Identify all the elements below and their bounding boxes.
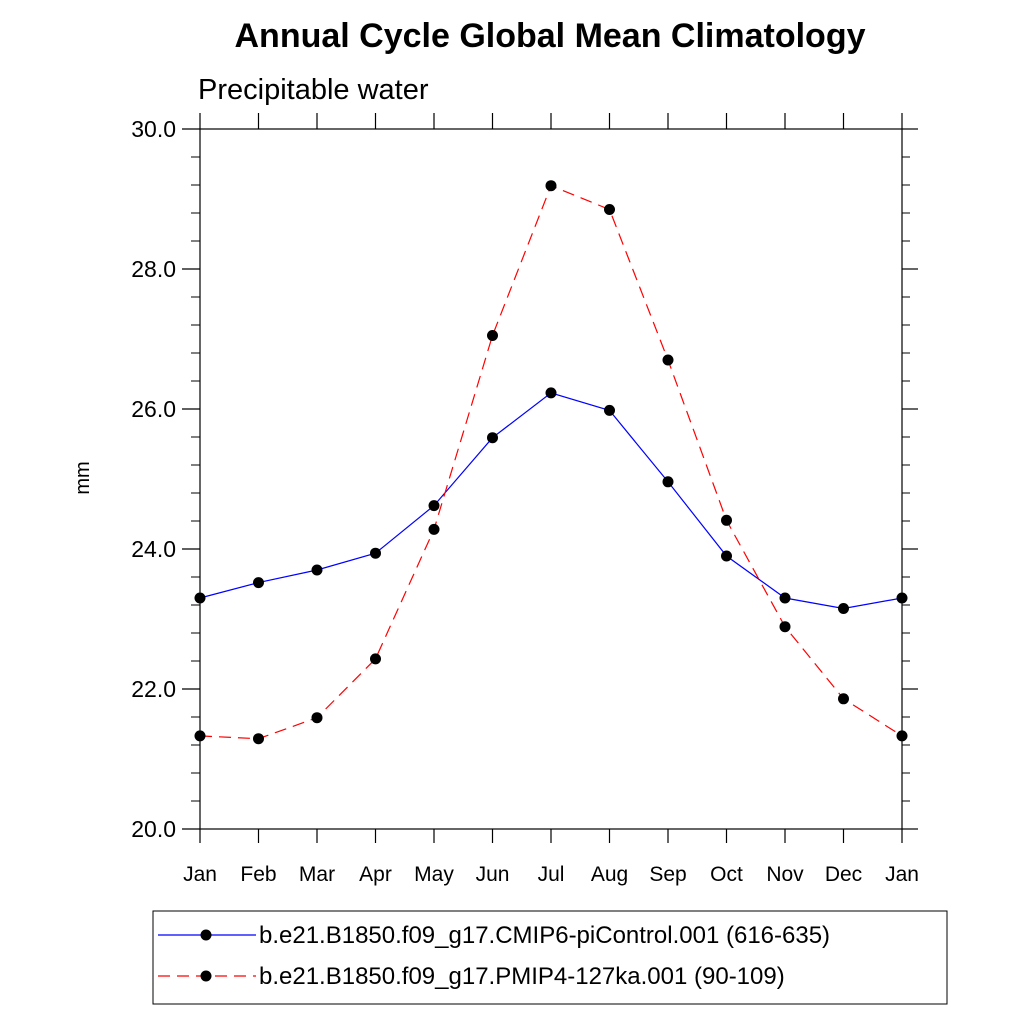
- series-1-point: [721, 550, 732, 562]
- x-tick-label: Jul: [538, 863, 565, 886]
- series-2-point: [838, 693, 849, 705]
- x-tick-label: Jun: [476, 863, 510, 886]
- legend-marker-1: [200, 929, 212, 941]
- series-2-point: [896, 730, 908, 742]
- series-1-point: [838, 603, 849, 614]
- chart-title: Annual Cycle Global Mean Climatology: [235, 17, 866, 55]
- y-axis-label: mm: [72, 461, 94, 494]
- legend: b.e21.B1850.f09_g17.CMIP6-piControl.001 …: [158, 922, 830, 990]
- series-1-point: [370, 547, 381, 559]
- series-1-point: [428, 500, 440, 512]
- y-axis-ticks: 20.0 22.0 24.0 26.0 28.0 30.0: [131, 116, 918, 842]
- series-1-point: [662, 476, 674, 488]
- series-2-point: [370, 653, 381, 665]
- series-2-point: [545, 180, 557, 192]
- legend-box: [152, 910, 948, 1005]
- series-1-point: [779, 592, 791, 604]
- x-tick-label: Feb: [240, 863, 276, 886]
- series-2-point: [604, 204, 615, 215]
- x-tick-label: Sep: [649, 863, 686, 886]
- series-line-1: [199, 392, 903, 610]
- series-1-point: [545, 387, 557, 399]
- x-axis-ticks: Jan Feb Mar Apr May Jun Jul Aug Sep Oct Nov Dec Jan: [183, 113, 919, 886]
- x-tick-label: Mar: [299, 863, 335, 886]
- legend-label-1: b.e21.B1850.f09_g17.CMIP6-piControl.001 …: [259, 922, 830, 949]
- x-tick-label: Apr: [359, 863, 392, 886]
- x-tick-label: Jan: [885, 863, 919, 886]
- series-line-2: [199, 184, 903, 740]
- series-1-point: [604, 404, 615, 416]
- x-tick-label: Dec: [825, 863, 862, 886]
- y-tick-label: 24.0: [131, 536, 176, 562]
- x-tick-label: Nov: [766, 863, 804, 886]
- legend-label-2: b.e21.B1850.f09_g17.PMIP4-127ka.001 (90-…: [259, 963, 785, 990]
- series-2-point: [721, 514, 732, 526]
- series-2-point: [311, 712, 323, 724]
- chart-subtitle: Precipitable water: [198, 74, 429, 106]
- series-group: [194, 180, 908, 745]
- series-1-point: [194, 592, 206, 604]
- y-tick-label: 26.0: [131, 396, 176, 422]
- x-tick-label: May: [414, 863, 454, 886]
- legend-marker-2: [200, 970, 212, 982]
- y-tick-label: 22.0: [131, 676, 176, 702]
- x-tick-label: Aug: [591, 863, 628, 886]
- y-tick-label: 28.0: [131, 256, 176, 282]
- series-1-point: [487, 432, 498, 444]
- series-2-point: [194, 730, 206, 742]
- y-tick-label: 30.0: [131, 116, 176, 142]
- series-2-point: [428, 523, 440, 535]
- plot-frame: [199, 128, 903, 830]
- plot-axes: [199, 128, 903, 830]
- x-tick-label: Oct: [710, 863, 743, 886]
- series-1-point: [311, 564, 323, 576]
- series-2-point: [662, 354, 674, 366]
- series-1-point: [253, 577, 264, 589]
- y-tick-label: 20.0: [131, 816, 176, 842]
- series-2-point: [253, 733, 264, 745]
- series-2-point: [487, 330, 498, 341]
- series-1-point: [896, 592, 908, 604]
- series-2-point: [779, 621, 791, 633]
- x-tick-label: Jan: [183, 863, 217, 886]
